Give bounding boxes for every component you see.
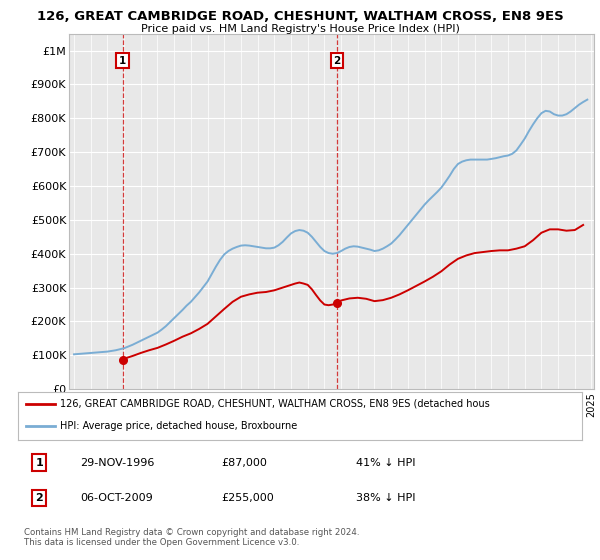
Text: £87,000: £87,000 bbox=[221, 458, 267, 468]
Text: Contains HM Land Registry data © Crown copyright and database right 2024.
This d: Contains HM Land Registry data © Crown c… bbox=[24, 528, 359, 547]
Text: 29-NOV-1996: 29-NOV-1996 bbox=[80, 458, 154, 468]
Text: 38% ↓ HPI: 38% ↓ HPI bbox=[356, 493, 416, 503]
Text: 126, GREAT CAMBRIDGE ROAD, CHESHUNT, WALTHAM CROSS, EN8 9ES (detached hous: 126, GREAT CAMBRIDGE ROAD, CHESHUNT, WAL… bbox=[60, 399, 490, 409]
Text: 2: 2 bbox=[334, 55, 341, 66]
Text: £255,000: £255,000 bbox=[221, 493, 274, 503]
Text: 126, GREAT CAMBRIDGE ROAD, CHESHUNT, WALTHAM CROSS, EN8 9ES: 126, GREAT CAMBRIDGE ROAD, CHESHUNT, WAL… bbox=[37, 10, 563, 23]
Text: 2: 2 bbox=[35, 493, 43, 503]
Text: 41% ↓ HPI: 41% ↓ HPI bbox=[356, 458, 416, 468]
Text: Price paid vs. HM Land Registry's House Price Index (HPI): Price paid vs. HM Land Registry's House … bbox=[140, 24, 460, 34]
Text: 1: 1 bbox=[119, 55, 126, 66]
Text: HPI: Average price, detached house, Broxbourne: HPI: Average price, detached house, Brox… bbox=[60, 421, 298, 431]
Text: 1: 1 bbox=[35, 458, 43, 468]
Text: 06-OCT-2009: 06-OCT-2009 bbox=[80, 493, 153, 503]
